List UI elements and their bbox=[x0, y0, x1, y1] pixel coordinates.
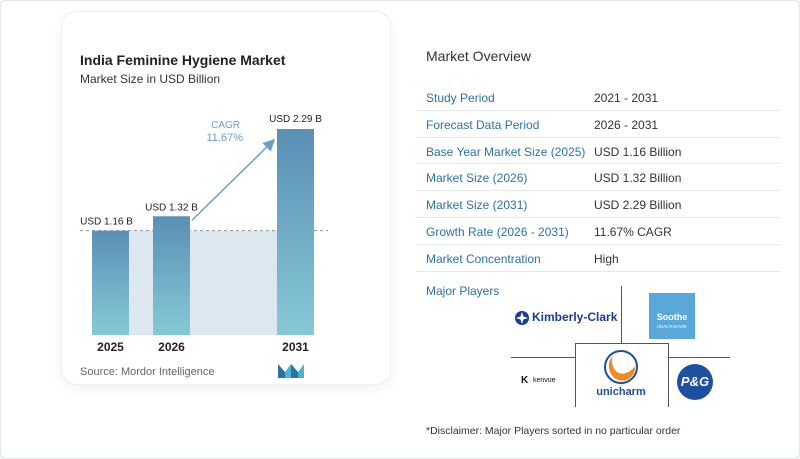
overview-value: 11.67% CAGR bbox=[594, 224, 672, 239]
overview-row: Market Size (2031) USD 2.29 Billion bbox=[416, 191, 780, 218]
unicharm-wordmark: unicharm bbox=[596, 386, 646, 398]
kenvue-logo: K kenvue bbox=[521, 375, 569, 389]
overview-value: 2021 - 2031 bbox=[594, 91, 659, 105]
bar-2026 bbox=[153, 216, 190, 335]
data-label-2031: USD 2.29 B bbox=[269, 114, 322, 125]
chart-title: India Feminine Hygiene Market bbox=[80, 52, 286, 68]
cagr-arrow bbox=[191, 138, 276, 221]
overview-value: High bbox=[594, 251, 619, 266]
players-divider bbox=[575, 343, 576, 407]
data-label-2026: USD 1.32 B bbox=[145, 202, 198, 213]
market-size-chart: USD 1.16 B USD 1.32 B USD 2.29 B 2025 2026 20… bbox=[80, 114, 328, 354]
overview-title: Market Overview bbox=[426, 48, 532, 64]
cagr-label: CAGR bbox=[211, 120, 240, 131]
projection-shade bbox=[129, 230, 153, 335]
category-label-2025: 2025 bbox=[97, 340, 124, 354]
bar-2031 bbox=[277, 129, 314, 335]
source-text: Source: Mordor Intelligence bbox=[80, 366, 215, 378]
overview-row: Market Concentration High bbox=[416, 245, 780, 272]
mordor-logo bbox=[278, 364, 304, 378]
cagr-value: 11.67% bbox=[207, 132, 244, 144]
soothe-tagline: HEALTHCARE bbox=[657, 324, 687, 329]
pg-wordmark: P&G bbox=[680, 374, 710, 389]
kenvue-wordmark: kenvue bbox=[533, 377, 556, 384]
overview-label: Market Size (2031) bbox=[426, 198, 528, 213]
overview-label: Study Period bbox=[426, 91, 495, 105]
overview-value: USD 1.16 Billion bbox=[594, 144, 682, 159]
unicharm-logo: unicharm bbox=[595, 350, 647, 404]
players-divider bbox=[511, 357, 575, 358]
category-label-2026: 2026 bbox=[158, 340, 185, 354]
overview-label: Growth Rate (2026 - 2031) bbox=[426, 224, 569, 239]
players-divider bbox=[575, 343, 668, 344]
overview-table: Study Period 2021 - 2031 Forecast Data P… bbox=[416, 84, 780, 272]
soothe-logo: Soothe HEALTHCARE bbox=[649, 293, 695, 339]
kenvue-k-mark: K bbox=[521, 375, 529, 386]
disclaimer-text: *Disclaimer: Major Players sorted in no … bbox=[426, 425, 681, 437]
unicharm-emblem-icon bbox=[604, 350, 638, 384]
players-divider bbox=[668, 343, 669, 407]
major-players-title: Major Players bbox=[426, 284, 500, 298]
players-divider bbox=[621, 286, 622, 343]
overview-value: USD 1.32 Billion bbox=[594, 171, 682, 186]
data-label-2025: USD 1.16 B bbox=[80, 217, 133, 228]
kimberly-clark-logo: Kimberly-Clark bbox=[514, 308, 620, 328]
overview-row: Forecast Data Period 2026 - 2031 bbox=[416, 111, 780, 138]
pg-logo: P&G bbox=[677, 364, 713, 400]
overview-row: Base Year Market Size (2025) USD 1.16 Bi… bbox=[416, 138, 780, 165]
overview-value: USD 2.29 Billion bbox=[594, 198, 682, 213]
chart-subtitle: Market Size in USD Billion bbox=[80, 72, 221, 86]
players-divider bbox=[668, 357, 730, 358]
kimberly-clark-wordmark: Kimberly-Clark bbox=[532, 310, 618, 324]
overview-label: Market Size (2026) bbox=[426, 171, 528, 186]
projection-shade bbox=[190, 230, 277, 335]
overview-label: Forecast Data Period bbox=[426, 117, 540, 132]
overview-label: Market Concentration bbox=[426, 251, 541, 266]
overview-label: Base Year Market Size (2025) bbox=[426, 144, 586, 159]
overview-row: Market Size (2026) USD 1.32 Billion bbox=[416, 164, 780, 192]
overview-row: Growth Rate (2026 - 2031) 11.67% CAGR bbox=[416, 218, 780, 245]
kimberly-clark-emblem-icon bbox=[515, 311, 529, 325]
bar-2025 bbox=[92, 230, 129, 335]
overview-row: Study Period 2021 - 2031 bbox=[416, 84, 780, 111]
soothe-wordmark: Soothe bbox=[656, 312, 688, 322]
category-label-2031: 2031 bbox=[282, 340, 309, 354]
overview-value: 2026 - 2031 bbox=[594, 117, 659, 132]
